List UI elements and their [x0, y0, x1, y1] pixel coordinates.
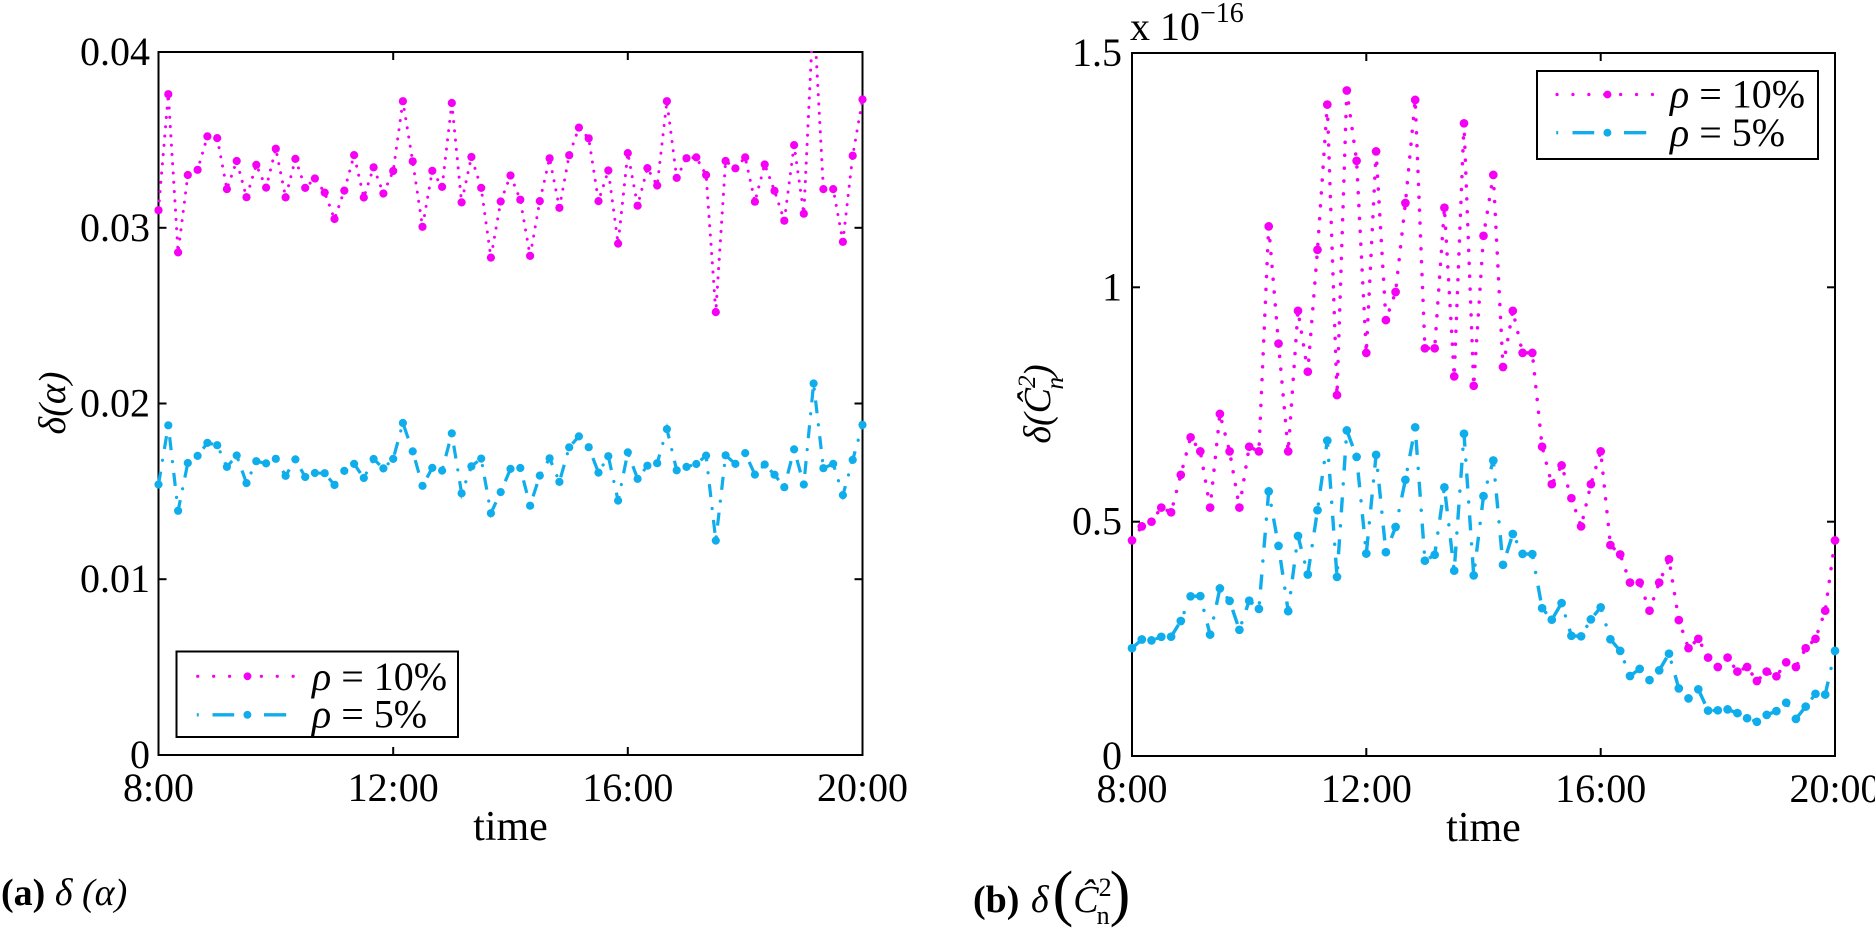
svg-text:time: time [473, 804, 548, 850]
svg-text:12:00: 12:00 [1321, 766, 1412, 811]
svg-text:(a) δ (α): (a) δ (α) [1, 872, 127, 914]
svg-text:8:00: 8:00 [123, 765, 194, 810]
svg-text:0: 0 [130, 732, 150, 777]
svg-text:ρ = 5%: ρ = 5% [1668, 110, 1785, 155]
svg-text:time: time [1446, 805, 1521, 851]
svg-text:8:00: 8:00 [1096, 766, 1167, 811]
svg-text:0.5: 0.5 [1072, 499, 1122, 544]
svg-text:1: 1 [1102, 264, 1122, 309]
svg-text:0: 0 [1102, 733, 1122, 778]
svg-text:(b) δ(Ĉ2n): (b) δ(Ĉ2 n) [973, 860, 1130, 930]
svg-text:0.04: 0.04 [80, 29, 150, 74]
svg-text:δ(α): δ(α) [32, 372, 74, 435]
svg-text:1.5: 1.5 [1072, 30, 1122, 75]
svg-text:0.02: 0.02 [80, 381, 150, 426]
svg-text:12:00: 12:00 [348, 765, 439, 810]
svg-text:16:00: 16:00 [582, 765, 673, 810]
svg-text:0.01: 0.01 [80, 556, 150, 601]
svg-text:ρ = 10%: ρ = 10% [1668, 72, 1805, 117]
svg-text:ρ = 5%: ρ = 5% [310, 692, 427, 737]
svg-text:20:00: 20:00 [817, 765, 908, 810]
svg-text:ρ = 10%: ρ = 10% [310, 654, 447, 699]
svg-text:0.03: 0.03 [80, 205, 150, 250]
svg-text:16:00: 16:00 [1555, 766, 1646, 811]
svg-text:20:00: 20:00 [1789, 766, 1875, 811]
